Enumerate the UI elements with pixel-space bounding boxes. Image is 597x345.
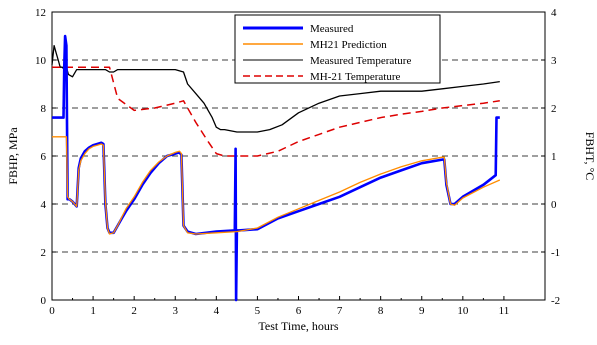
x-tick-label-1: 1 [90, 305, 96, 317]
x-tick-label-11: 11 [499, 305, 510, 317]
series-group [51, 34, 501, 302]
y-right-tick-label-5: 3 [551, 55, 557, 67]
x-tick-label-3: 3 [173, 305, 179, 317]
y-right-tick-label-3: 1 [551, 151, 557, 163]
series-line-mh-21-temperature [52, 66, 500, 157]
x-tick-label-4: 4 [214, 305, 220, 317]
x-tick-label-10: 10 [457, 305, 469, 317]
x-tick-label-9: 9 [419, 305, 425, 317]
y-right-tick-label-6: 4 [551, 7, 557, 19]
y-left-tick-label-3: 6 [41, 151, 47, 163]
y-left-tick-label-5: 10 [35, 55, 47, 67]
legend-label-measured: Measured [310, 23, 354, 35]
y-left-axis-ticks: 0 2 4 6 8 10 12 [35, 7, 56, 307]
x-tick-label-7: 7 [337, 305, 343, 317]
x-tick-label-8: 8 [378, 305, 384, 317]
legend-box [234, 14, 441, 84]
y-right-tick-label-1: -1 [551, 247, 560, 259]
y-left-tick-label-1: 2 [41, 247, 47, 259]
gridlines [52, 59, 545, 253]
legend-label-mh21-prediction: MH21 Prediction [310, 39, 387, 51]
x-tick-label-6: 6 [296, 305, 302, 317]
legend-label-measured-temperature: Measured Temperature [310, 55, 411, 67]
series-line-mh21-prediction [52, 136, 501, 235]
y-left-tick-label-4: 8 [41, 103, 47, 115]
x-axis-title: Test Time, hours [258, 319, 339, 333]
y-right-tick-label-0: -2 [551, 295, 560, 307]
x-tick-label-2: 2 [131, 305, 137, 317]
y-left-tick-label-0: 0 [41, 295, 47, 307]
x-axis-ticks: 0 1 2 3 4 5 6 7 8 9 10 11 [49, 296, 509, 317]
legend-label-mh21-temperature: MH-21 Temperature [310, 71, 400, 83]
x-tick-label-0: 0 [49, 305, 55, 317]
y-right-tick-label-2: 0 [551, 199, 557, 211]
x-tick-label-5: 5 [255, 305, 261, 317]
y-right-axis-ticks: -2 -1 0 1 2 3 4 [541, 7, 560, 307]
y-left-axis-title: FBHP, MPa [6, 127, 20, 185]
y-left-tick-label-6: 12 [35, 7, 46, 19]
legend: Measured MH21 Prediction Measured Temper… [234, 14, 441, 84]
y-right-axis-title: FBHT, °C [583, 132, 597, 181]
y-right-tick-label-4: 2 [551, 103, 557, 115]
y-left-tick-label-2: 4 [41, 199, 47, 211]
